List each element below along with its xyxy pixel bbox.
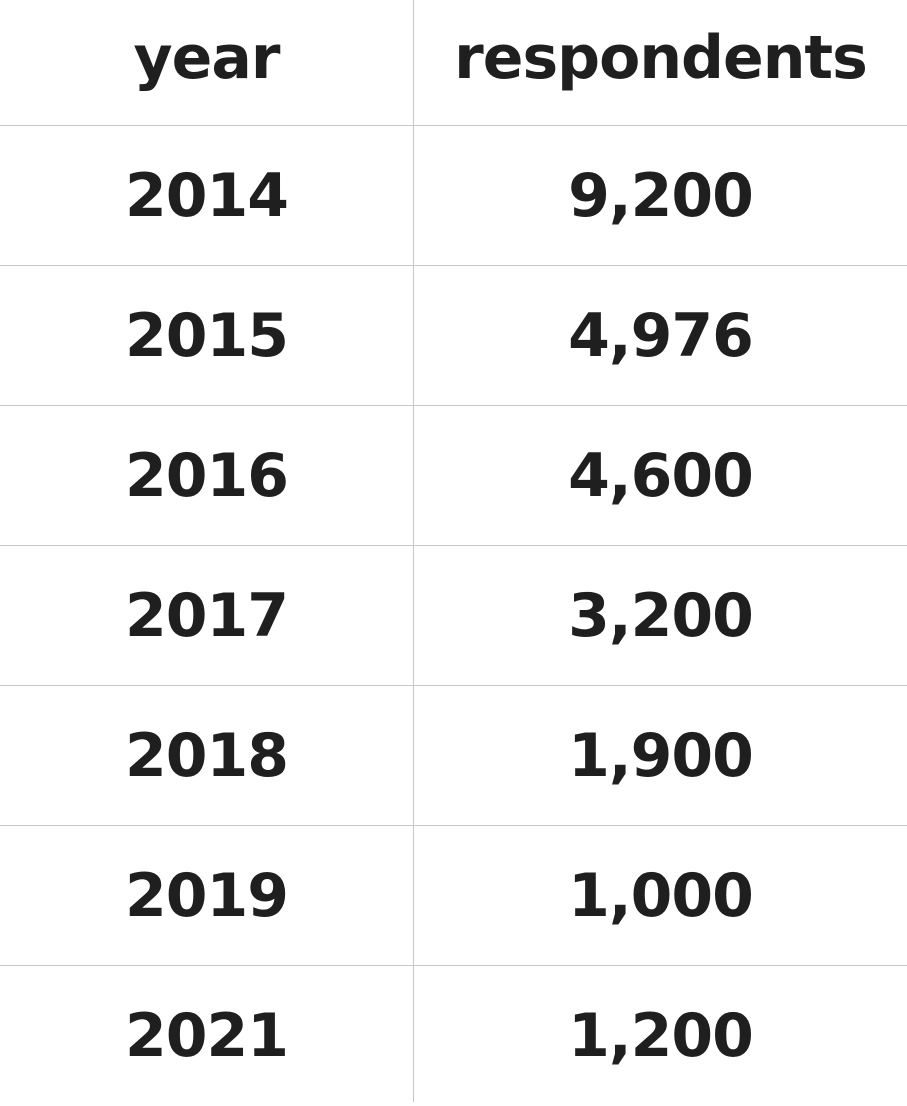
cell-respondents: 1,900: [568, 720, 754, 791]
cell-respondents: 3,200: [568, 580, 754, 651]
table-row: 2021 1,200: [0, 966, 907, 1106]
table-row: 2019 1,000: [0, 826, 907, 966]
table-row: 2018 1,900: [0, 686, 907, 826]
cell-respondents: 1,200: [568, 1001, 754, 1071]
table-header-row: year respondents: [0, 0, 907, 126]
cell-year: 2014: [125, 160, 289, 231]
cell-year: 2017: [125, 580, 289, 651]
cell-respondents: 4,976: [568, 300, 754, 371]
cell-year: 2016: [125, 440, 289, 511]
cell-respondents: 1,000: [568, 860, 754, 931]
table-row: 2015 4,976: [0, 266, 907, 406]
cell-year: 2018: [125, 720, 289, 791]
cell-respondents: 9,200: [568, 160, 754, 231]
cell-year: 2021: [125, 1001, 289, 1071]
table-row: 2014 9,200: [0, 126, 907, 266]
column-divider: [413, 0, 414, 1102]
table-row: 2017 3,200: [0, 546, 907, 686]
cell-respondents: 4,600: [568, 440, 754, 511]
cell-year: 2019: [125, 860, 289, 931]
table-row: 2016 4,600: [0, 406, 907, 546]
cell-year: 2015: [125, 300, 289, 371]
header-divider: [0, 125, 907, 126]
header-respondents: respondents: [454, 22, 868, 93]
header-year: year: [133, 22, 281, 93]
